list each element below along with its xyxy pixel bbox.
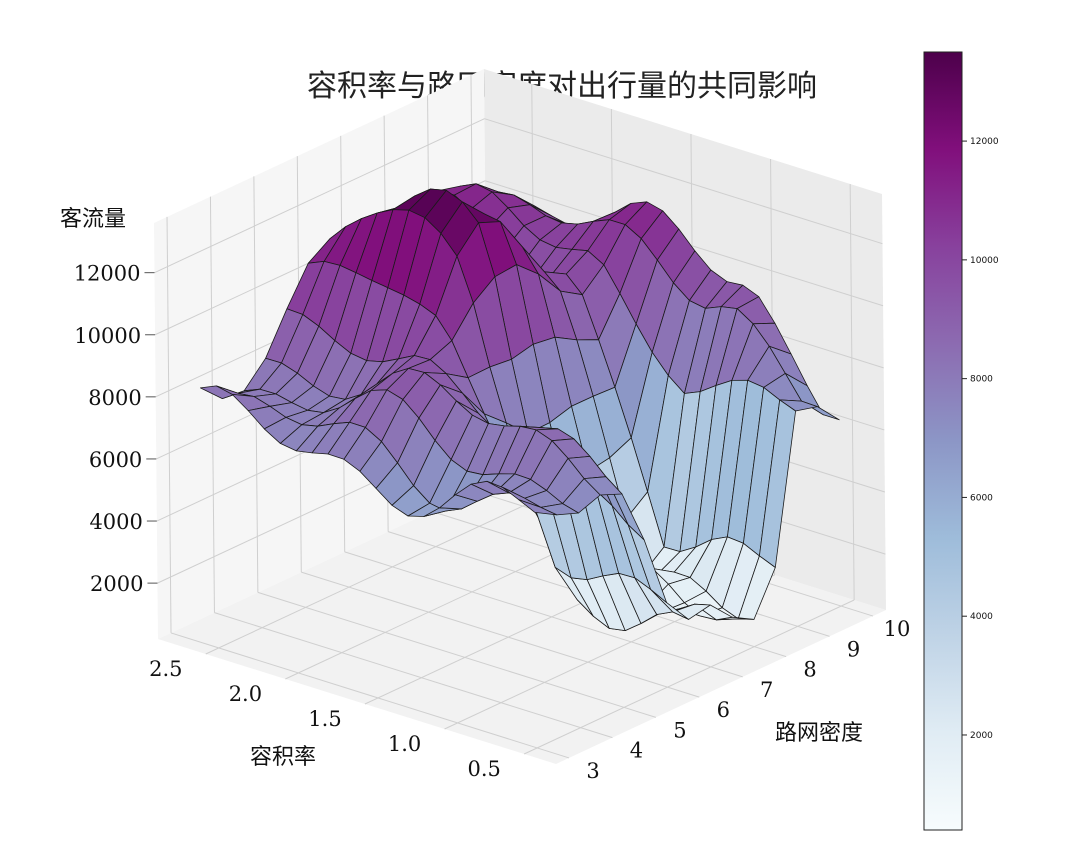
y-tick-label: 8 [803,658,816,682]
z-tick-label: 6000 [89,448,142,472]
y-tick-label: 4 [630,739,643,763]
y-tick-label: 5 [673,718,686,742]
y-tick-label: 9 [847,637,860,661]
grid-line [166,216,172,633]
x-tick-label: 2.0 [229,682,262,706]
grid-line [154,118,485,274]
surface-facet [518,499,558,516]
x-tick-label: 0.5 [467,757,500,781]
y-tick-label: 7 [760,678,773,702]
z-tick-label: 10000 [74,324,141,348]
z-tick-label: 2000 [90,572,143,596]
colorbar-tick-label: 2000 [970,731,993,741]
x-tick-label: 2.5 [149,657,182,681]
colorbar-tick-label: 6000 [970,493,993,503]
axis-ticks: 2000 4000 6000 8000 10000 12000 0.5 1.0 1.5 2.0 2.… [74,262,911,783]
x-tick-label: 1.5 [308,707,341,731]
y-tick-label: 6 [717,698,730,722]
y-tick-label: 3 [586,759,599,783]
grid-line [205,499,536,655]
colorbar-tick-label: 10000 [970,256,999,266]
z-tick-label: 12000 [74,262,141,286]
colorbar-gradient [923,51,963,831]
colorbar: 2000 4000 6000 8000 10000 12000 [923,51,999,831]
grid-line [301,571,700,698]
y-tick-label: 10 [884,617,911,641]
z-tick-label: 4000 [89,510,142,534]
z-tick-label: 8000 [88,386,141,410]
y-axis-label: 路网密度 [775,721,863,746]
grid-line [170,632,570,759]
grid-line [523,599,855,755]
grid-line [214,612,613,739]
grid-line [257,591,657,718]
grid-line [849,183,855,601]
z-axis-label: 客流量 [60,207,126,232]
surface-plot [199,183,840,631]
grid-line [484,118,883,245]
colorbar-tick-label: 12000 [970,137,999,147]
grid-line [209,196,215,613]
grid-line [344,551,743,678]
colorbar-tick-label: 4000 [970,612,993,622]
x-tick-label: 1.0 [388,732,421,756]
x-axis-label: 容积率 [250,745,316,770]
colorbar-tick-label: 8000 [970,375,993,385]
